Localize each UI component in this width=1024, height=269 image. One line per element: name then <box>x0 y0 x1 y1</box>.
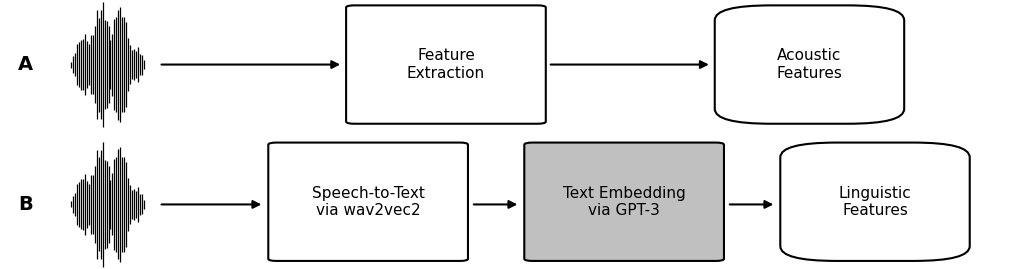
Text: Acoustic
Features: Acoustic Features <box>776 48 843 81</box>
Text: Feature
Extraction: Feature Extraction <box>407 48 485 81</box>
Text: Speech-to-Text
via wav2vec2: Speech-to-Text via wav2vec2 <box>311 186 425 218</box>
FancyBboxPatch shape <box>346 5 546 124</box>
FancyBboxPatch shape <box>268 143 468 261</box>
Text: Linguistic
Features: Linguistic Features <box>839 186 911 218</box>
FancyBboxPatch shape <box>524 143 724 261</box>
FancyBboxPatch shape <box>715 5 904 124</box>
Text: Text Embedding
via GPT-3: Text Embedding via GPT-3 <box>563 186 685 218</box>
Text: B: B <box>18 195 33 214</box>
Text: A: A <box>18 55 33 74</box>
FancyBboxPatch shape <box>780 143 970 261</box>
